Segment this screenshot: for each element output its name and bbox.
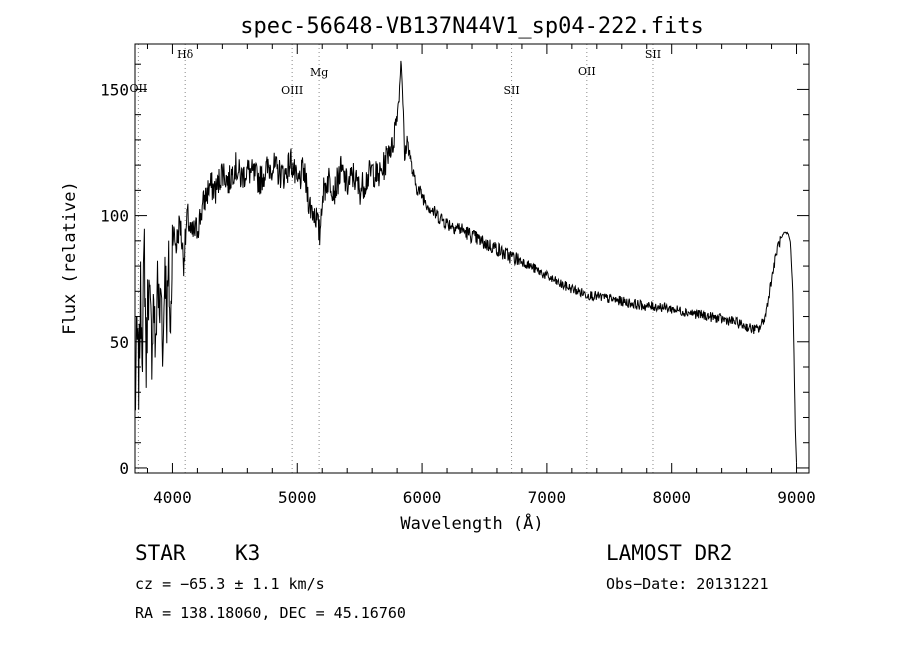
line-marker-label: OIII (281, 84, 303, 97)
x-tick-label: 5000 (278, 488, 317, 507)
survey-name: LAMOST DR2 (606, 541, 733, 565)
y-tick-label: 0 (119, 459, 129, 478)
x-tick-label: 4000 (153, 488, 192, 507)
y-tick-label: 100 (100, 207, 129, 226)
x-tick-label: 8000 (652, 488, 691, 507)
y-axis-label: Flux (relative) (60, 181, 80, 335)
spectrum-chart: spec-56648-VB137N44V1_sp04-222.fits OII H… (60, 14, 816, 534)
y-tick-label: 150 (100, 80, 129, 99)
line-marker-label: Mg (310, 66, 328, 79)
x-tick-label: 6000 (403, 488, 442, 507)
spectrum-line (134, 60, 797, 463)
observation-date: Obs−Date: 20131221 (606, 575, 769, 593)
line-marker-label: SII (645, 48, 661, 61)
line-marker-label: Hδ (177, 48, 194, 61)
object-subclass: K3 (235, 541, 261, 565)
plot-frame (134, 43, 810, 474)
x-axis-label: Wavelength (Å) (400, 512, 543, 534)
chart-title: spec-56648-VB137N44V1_sp04-222.fits (240, 14, 704, 39)
line-marker-label: OII (578, 65, 596, 78)
spectral-line-markers: OII Hδ OIII Mg SII OII SII (130, 44, 661, 473)
line-marker-label: OII (130, 82, 148, 95)
x-axis: 4000 5000 6000 7000 8000 9000 (146, 44, 816, 507)
y-axis: 0 50 100 150 (100, 63, 809, 478)
y-tick-label: 50 (110, 333, 129, 352)
radial-velocity: cz = −65.3 ± 1.1 km/s (135, 575, 325, 593)
x-tick-label: 9000 (777, 488, 816, 507)
coordinates: RA = 138.18060, DEC = 45.16760 (135, 604, 406, 622)
object-class: STAR (135, 541, 186, 565)
x-tick-label: 7000 (528, 488, 567, 507)
line-marker-label: SII (503, 84, 519, 97)
